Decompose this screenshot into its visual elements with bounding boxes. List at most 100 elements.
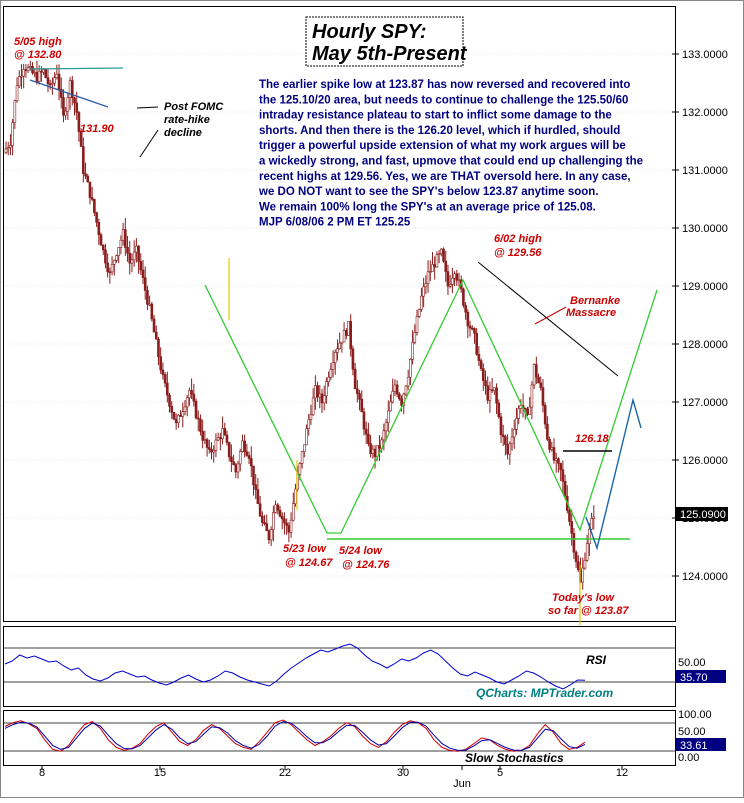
price-tick-label: 127.0000 [682,397,728,409]
candle-body [238,451,242,465]
candle-body [212,450,216,453]
candle-body [124,229,127,248]
candle-body [592,516,596,519]
candle-body [227,442,231,458]
stoch-panel [3,710,676,766]
candle-body [258,503,262,517]
commentary-line: intraday resistance plateau to start to … [259,110,612,122]
candle-body [185,397,189,408]
candle-body [37,70,41,82]
candle-body [170,406,174,413]
today-low-value: so far @ 123.87 [548,605,629,617]
may5-lower-trendline [29,79,109,108]
candle-body [424,283,428,288]
candle-body [501,434,505,437]
rsi-label: RSI [586,653,607,667]
candle-body [199,418,202,432]
candle-body [515,418,518,430]
title-line-2: May 5th-Present [312,43,468,65]
candle-body [371,448,375,455]
time-axis-ticks: 8 15 22 30 Jun 5 12 [39,766,628,790]
candle-body [33,72,37,74]
candle-body [316,385,319,398]
candle-body [51,82,54,85]
candle-body [336,348,339,353]
candle-body [404,385,408,395]
candle-body [82,146,85,174]
stoch-d-line [4,721,586,751]
candle-body [205,439,209,448]
candle-body [139,261,143,271]
candle-body [532,364,536,386]
candle-body [552,447,556,461]
candle-body [183,406,187,412]
candle-body [504,436,507,445]
candle-body [488,389,492,401]
stoch-value-box [676,738,726,751]
candle-body [550,447,554,450]
price-panel [3,6,676,622]
candle-body [585,543,589,561]
candle-body [267,530,271,541]
stoch-level-100: 100.00 [678,709,712,721]
candle-body [329,369,333,378]
candle-body [192,393,196,402]
candle-body [17,76,21,87]
candle-body [214,439,218,451]
candle-body [303,444,306,452]
candle-body [294,488,297,505]
candle-body [415,316,419,333]
candle-body [428,271,432,273]
candle-body [590,517,593,530]
trend-lines [29,67,658,625]
candle-body [272,512,275,530]
candle-body [300,451,304,464]
price-tick-label: 130.0000 [682,223,728,235]
candle-body [174,418,178,423]
bernanke-label-2: Massacre [566,307,616,319]
candle-body [462,288,465,306]
candle-body [194,400,198,419]
candle-body [314,385,317,399]
candle-body [141,269,145,278]
stoch-level-50: 50.00 [678,726,706,738]
candle-body [444,260,448,272]
candle-body [457,279,461,282]
candle-body [468,325,472,329]
candlestick-series [4,60,596,590]
candle-body [75,102,79,113]
candle-body [493,387,496,391]
candle-body [557,458,560,464]
price-tick-label: 131.0000 [682,165,728,177]
candle-body [393,384,397,392]
candle-body [548,439,551,450]
candle-body [201,431,204,441]
candle-body [135,245,138,253]
title-box [305,16,464,67]
candle-body [291,503,295,521]
candle-body [497,402,501,418]
candle-body [143,277,147,291]
candle-body [477,354,481,361]
candle-body [475,332,478,355]
candle-body [517,408,520,419]
candle-body [466,311,470,327]
candle-body [230,456,233,462]
candle-body [117,247,120,256]
candle-body [327,376,330,383]
candle-body [353,368,357,390]
candle-body [104,249,107,264]
candle-body [351,348,355,370]
candle-body [568,510,571,522]
candle-body [490,389,494,392]
time-tick-label: 22 [279,767,291,779]
candle-body [119,239,123,248]
rsi-line [4,643,586,690]
candle-body [422,286,425,297]
jun2-high-value: @ 129.56 [494,247,542,259]
candle-body [203,439,207,441]
candle-body [130,259,134,264]
candle-body [479,360,483,369]
candle-body [554,458,558,461]
candle-body [367,433,370,444]
